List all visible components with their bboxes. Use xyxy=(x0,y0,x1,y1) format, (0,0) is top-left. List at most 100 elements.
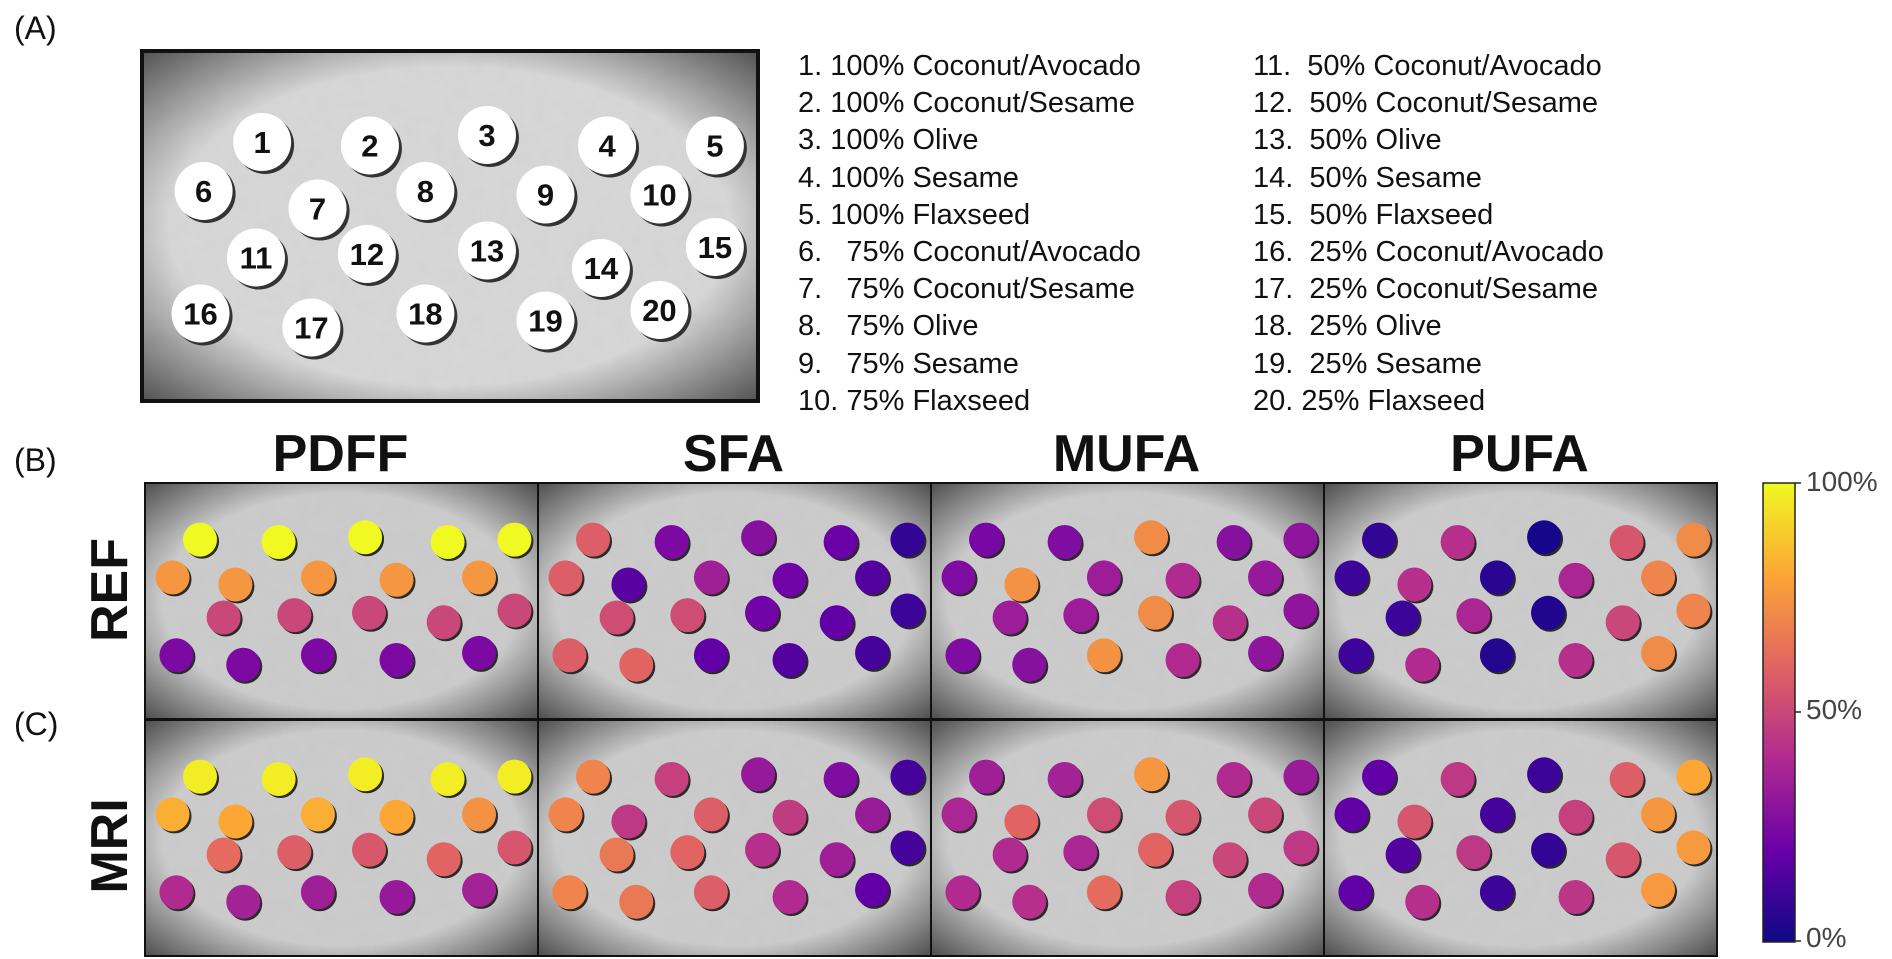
vial-15-value xyxy=(1676,593,1711,628)
panel-label-c: (C) xyxy=(14,706,59,742)
vial-16-value xyxy=(159,638,194,673)
phantom-vial-label: 1 xyxy=(253,125,270,160)
vial-9-value xyxy=(379,799,414,834)
colorbar xyxy=(1762,482,1796,943)
phantom-vial xyxy=(630,281,689,339)
phantom-vial xyxy=(457,106,516,164)
vial-20-value xyxy=(855,872,890,907)
vial-11-value xyxy=(206,837,241,872)
vial-3-value xyxy=(1527,757,1562,792)
legend-entry: 3. 100% Olive xyxy=(798,124,979,157)
legend-entry: 4. 100% Sesame xyxy=(798,161,1019,194)
vial-12-value xyxy=(670,835,705,870)
legend-entry: 10. 75% Flaxseed xyxy=(798,384,1031,417)
vial-9-value xyxy=(772,562,807,597)
vial-11-value xyxy=(992,600,1027,635)
legend-entry: 11. 50% Coconut/Avocado xyxy=(1253,50,1602,82)
vial-6-value xyxy=(155,797,190,832)
phantom-vial-label: 6 xyxy=(195,174,212,209)
panel-label-a: (A) xyxy=(14,10,57,46)
vial-4-value xyxy=(430,762,465,796)
vial-13-value xyxy=(352,595,387,630)
vial-1-value xyxy=(969,759,1004,794)
legend-entry: 15. 50% Flaxseed xyxy=(1253,198,1494,231)
vial-8-value xyxy=(300,560,335,595)
column-title-mufa: MUFA xyxy=(1052,425,1201,483)
vial-16-value xyxy=(159,875,194,910)
vial-7-value xyxy=(1004,567,1039,602)
vial-5-value xyxy=(1676,759,1711,794)
vial-2-value xyxy=(1440,762,1475,796)
vial-8-value xyxy=(1086,560,1121,595)
legend-entry: 18. 25% Olive xyxy=(1253,310,1442,343)
vial-12-value xyxy=(1456,835,1491,870)
vial-5-value xyxy=(1676,522,1711,557)
vial-14-value xyxy=(1212,842,1247,877)
vial-2-value xyxy=(654,525,689,559)
vial-8-value xyxy=(1479,797,1514,832)
legend-entry: 20. 25% Flaxseed xyxy=(1253,384,1486,417)
vial-8-value xyxy=(1086,797,1121,832)
vial-14-value xyxy=(1212,605,1247,640)
vial-10-value xyxy=(1641,797,1676,832)
vial-2-value xyxy=(1440,525,1475,559)
vial-15-value xyxy=(497,593,532,628)
vial-17-value xyxy=(1012,884,1047,919)
vial-18-value xyxy=(693,875,728,910)
vial-1-value xyxy=(183,759,218,794)
legend-entry: 1. 100% Coconut/Avocado xyxy=(798,50,1141,82)
vial-17-value xyxy=(226,884,261,919)
vial-11-value xyxy=(206,600,241,635)
vial-6-value xyxy=(941,560,976,595)
vial-19-value xyxy=(1558,643,1593,677)
phantom-vial-label: 8 xyxy=(417,174,434,209)
map-ref-pdff xyxy=(144,482,539,720)
phantom-vial-label: 12 xyxy=(350,237,384,272)
vial-17-value xyxy=(619,647,654,682)
map-vignette xyxy=(931,720,1324,956)
vial-9-value xyxy=(1165,799,1200,834)
map-vignette xyxy=(145,483,538,719)
vial-12-value xyxy=(277,598,312,633)
legend-entry: 8. 75% Olive xyxy=(798,310,979,343)
vial-17-value xyxy=(1405,884,1440,919)
vial-16-value xyxy=(945,875,980,910)
vial-6-value xyxy=(1334,560,1369,595)
vial-13-value xyxy=(745,832,780,867)
vial-3-value xyxy=(1134,520,1169,555)
phantom-vial xyxy=(685,218,744,276)
legend-entry: 6. 75% Coconut/Avocado xyxy=(798,235,1141,268)
vial-5-value xyxy=(497,759,532,794)
phantom-vial xyxy=(396,162,455,220)
legend-entry: 17. 25% Coconut/Sesame xyxy=(1253,273,1598,306)
phantom-vial xyxy=(174,162,233,220)
phantom-vial-label: 10 xyxy=(642,178,676,213)
vial-20-value xyxy=(1641,635,1676,670)
vial-19-value xyxy=(772,643,807,677)
vial-12-value xyxy=(670,598,705,633)
map-vignette xyxy=(538,720,931,956)
vial-16-value xyxy=(1338,875,1373,910)
vial-10-value xyxy=(1248,797,1283,832)
vial-18-value xyxy=(1086,638,1121,673)
vial-20-value xyxy=(855,635,890,670)
vial-2-value xyxy=(654,762,689,796)
vial-4-value xyxy=(823,762,858,796)
legend-left: 1. 100% Coconut/Avocado 2. 100% Coconut/S… xyxy=(798,48,1141,420)
vial-8-value xyxy=(1479,560,1514,595)
vial-12-value xyxy=(1456,598,1491,633)
vial-18-value xyxy=(693,638,728,673)
phantom-vial-label: 5 xyxy=(706,129,723,164)
vial-11-value xyxy=(1385,600,1420,635)
vial-16-value xyxy=(1338,638,1373,673)
phantom-vial-label: 18 xyxy=(408,297,442,332)
map-ref-pufa xyxy=(1323,482,1718,720)
column-title-pdff: PDFF xyxy=(272,425,409,483)
vial-20-value xyxy=(1641,872,1676,907)
vial-18-value xyxy=(1479,875,1514,910)
phantom-vial xyxy=(282,298,341,357)
vial-16-value xyxy=(552,638,587,673)
map-vignette xyxy=(931,483,1324,719)
vial-20-value xyxy=(462,872,497,907)
vial-19-value xyxy=(1165,880,1200,914)
